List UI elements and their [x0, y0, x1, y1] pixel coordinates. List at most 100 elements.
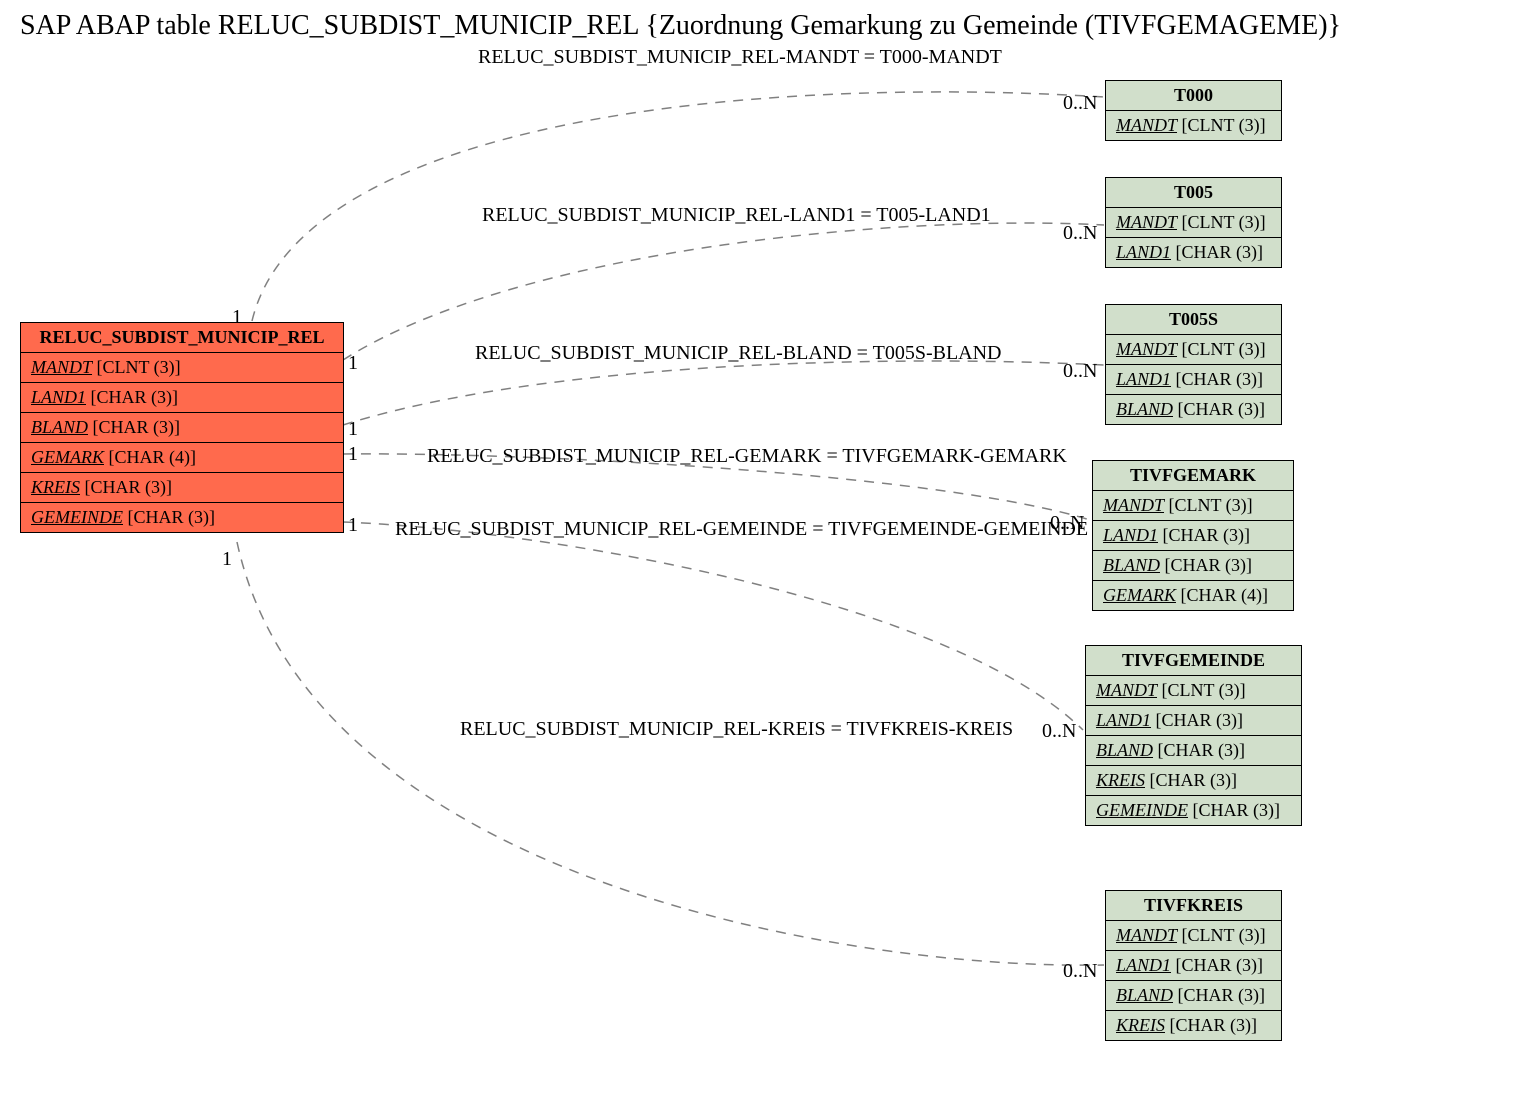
src-card-3: 1	[348, 443, 358, 466]
entity-field: BLAND [CHAR (3)]	[21, 413, 343, 443]
edge-label-4: RELUC_SUBDIST_MUNICIP_REL-GEMEINDE = TIV…	[395, 518, 1088, 541]
dst-card-3: 0..N	[1050, 512, 1084, 535]
field-name: BLAND	[1116, 399, 1173, 419]
entity-field: BLAND [CHAR (3)]	[1086, 736, 1301, 766]
entity-ref-1: T005 MANDT [CLNT (3)]LAND1 [CHAR (3)]	[1105, 177, 1282, 268]
edge-label-0: RELUC_SUBDIST_MUNICIP_REL-MANDT = T000-M…	[478, 46, 1002, 69]
edge-path-4	[343, 522, 1083, 730]
entity-ref-5-header: TIVFKREIS	[1106, 891, 1281, 921]
edge-label-5: RELUC_SUBDIST_MUNICIP_REL-KREIS = TIVFKR…	[460, 718, 1013, 741]
edge-label-1: RELUC_SUBDIST_MUNICIP_REL-LAND1 = T005-L…	[482, 204, 991, 227]
field-type: [CHAR (3)]	[1171, 242, 1263, 262]
field-type: [CHAR (3)]	[1165, 1015, 1257, 1035]
field-name: GEMARK	[31, 447, 104, 467]
field-type: [CHAR (3)]	[1171, 955, 1263, 975]
field-type: [CLNT (3)]	[1177, 925, 1266, 945]
entity-ref-3: TIVFGEMARK MANDT [CLNT (3)]LAND1 [CHAR (…	[1092, 460, 1294, 611]
entity-ref-2: T005S MANDT [CLNT (3)]LAND1 [CHAR (3)]BL…	[1105, 304, 1282, 425]
dst-card-2: 0..N	[1063, 360, 1097, 383]
entity-field: BLAND [CHAR (3)]	[1093, 551, 1293, 581]
entity-field: KREIS [CHAR (3)]	[21, 473, 343, 503]
field-name: KREIS	[1116, 1015, 1165, 1035]
dst-card-0: 0..N	[1063, 92, 1097, 115]
src-card-5: 1	[222, 548, 232, 571]
field-type: [CHAR (3)]	[1151, 710, 1243, 730]
field-name: BLAND	[1096, 740, 1153, 760]
field-type: [CHAR (3)]	[1158, 525, 1250, 545]
field-name: LAND1	[31, 387, 86, 407]
field-name: MANDT	[31, 357, 92, 377]
edge-path-5	[237, 542, 1104, 965]
field-type: [CHAR (3)]	[1160, 555, 1252, 575]
entity-field: KREIS [CHAR (3)]	[1106, 1011, 1281, 1040]
edge-path-2	[343, 361, 1104, 425]
field-type: [CHAR (3)]	[1171, 369, 1263, 389]
entity-field: BLAND [CHAR (3)]	[1106, 981, 1281, 1011]
field-type: [CHAR (3)]	[88, 417, 180, 437]
entity-ref-1-header: T005	[1106, 178, 1281, 208]
edge-label-3: RELUC_SUBDIST_MUNICIP_REL-GEMARK = TIVFG…	[427, 445, 1067, 468]
field-type: [CHAR (3)]	[86, 387, 178, 407]
field-name: LAND1	[1116, 242, 1171, 262]
field-type: [CLNT (3)]	[1157, 680, 1246, 700]
entity-ref-4: TIVFGEMEINDE MANDT [CLNT (3)]LAND1 [CHAR…	[1085, 645, 1302, 826]
entity-field: LAND1 [CHAR (3)]	[1106, 238, 1281, 267]
entity-field: LAND1 [CHAR (3)]	[1106, 951, 1281, 981]
entity-field: LAND1 [CHAR (3)]	[1093, 521, 1293, 551]
entity-field: LAND1 [CHAR (3)]	[21, 383, 343, 413]
field-name: MANDT	[1116, 339, 1177, 359]
entity-field: GEMEINDE [CHAR (3)]	[1086, 796, 1301, 825]
field-type: [CLNT (3)]	[1177, 115, 1266, 135]
field-name: LAND1	[1116, 955, 1171, 975]
field-name: MANDT	[1116, 115, 1177, 135]
entity-field: LAND1 [CHAR (3)]	[1106, 365, 1281, 395]
entity-ref-5: TIVFKREIS MANDT [CLNT (3)]LAND1 [CHAR (3…	[1105, 890, 1282, 1041]
entity-ref-0: T000 MANDT [CLNT (3)]	[1105, 80, 1282, 141]
entity-field: MANDT [CLNT (3)]	[1093, 491, 1293, 521]
entity-field: MANDT [CLNT (3)]	[1106, 111, 1281, 140]
field-name: LAND1	[1116, 369, 1171, 389]
entity-ref-2-header: T005S	[1106, 305, 1281, 335]
entity-ref-4-header: TIVFGEMEINDE	[1086, 646, 1301, 676]
entity-field: GEMARK [CHAR (4)]	[1093, 581, 1293, 610]
entity-field: MANDT [CLNT (3)]	[1106, 208, 1281, 238]
field-name: GEMEINDE	[31, 507, 123, 527]
edge-label-2: RELUC_SUBDIST_MUNICIP_REL-BLAND = T005S-…	[475, 342, 1001, 365]
src-card-4: 1	[348, 514, 358, 537]
entity-field: MANDT [CLNT (3)]	[1106, 335, 1281, 365]
field-type: [CHAR (3)]	[1188, 800, 1280, 820]
field-name: MANDT	[1116, 925, 1177, 945]
field-type: [CHAR (3)]	[1153, 740, 1245, 760]
entity-field: GEMARK [CHAR (4)]	[21, 443, 343, 473]
entity-field: MANDT [CLNT (3)]	[1106, 921, 1281, 951]
entity-main: RELUC_SUBDIST_MUNICIP_REL MANDT [CLNT (3…	[20, 322, 344, 533]
entity-field: LAND1 [CHAR (3)]	[1086, 706, 1301, 736]
field-type: [CLNT (3)]	[1177, 212, 1266, 232]
entity-field: KREIS [CHAR (3)]	[1086, 766, 1301, 796]
field-type: [CHAR (3)]	[1145, 770, 1237, 790]
field-type: [CHAR (3)]	[80, 477, 172, 497]
edge-path-1	[343, 223, 1104, 360]
dst-card-4: 0..N	[1042, 720, 1076, 743]
field-type: [CLNT (3)]	[1164, 495, 1253, 515]
field-name: BLAND	[1116, 985, 1173, 1005]
field-type: [CLNT (3)]	[92, 357, 181, 377]
field-type: [CHAR (3)]	[123, 507, 215, 527]
field-type: [CHAR (3)]	[1173, 399, 1265, 419]
entity-ref-0-header: T000	[1106, 81, 1281, 111]
field-name: BLAND	[31, 417, 88, 437]
field-name: BLAND	[1103, 555, 1160, 575]
dst-card-1: 0..N	[1063, 222, 1097, 245]
field-type: [CHAR (4)]	[104, 447, 196, 467]
field-name: LAND1	[1096, 710, 1151, 730]
field-type: [CHAR (3)]	[1173, 985, 1265, 1005]
entity-main-header: RELUC_SUBDIST_MUNICIP_REL	[21, 323, 343, 353]
entity-field: GEMEINDE [CHAR (3)]	[21, 503, 343, 532]
field-name: KREIS	[31, 477, 80, 497]
dst-card-5: 0..N	[1063, 960, 1097, 983]
field-type: [CHAR (4)]	[1176, 585, 1268, 605]
field-name: GEMEINDE	[1096, 800, 1188, 820]
diagram-title: SAP ABAP table RELUC_SUBDIST_MUNICIP_REL…	[20, 10, 1341, 42]
field-name: KREIS	[1096, 770, 1145, 790]
field-name: LAND1	[1103, 525, 1158, 545]
